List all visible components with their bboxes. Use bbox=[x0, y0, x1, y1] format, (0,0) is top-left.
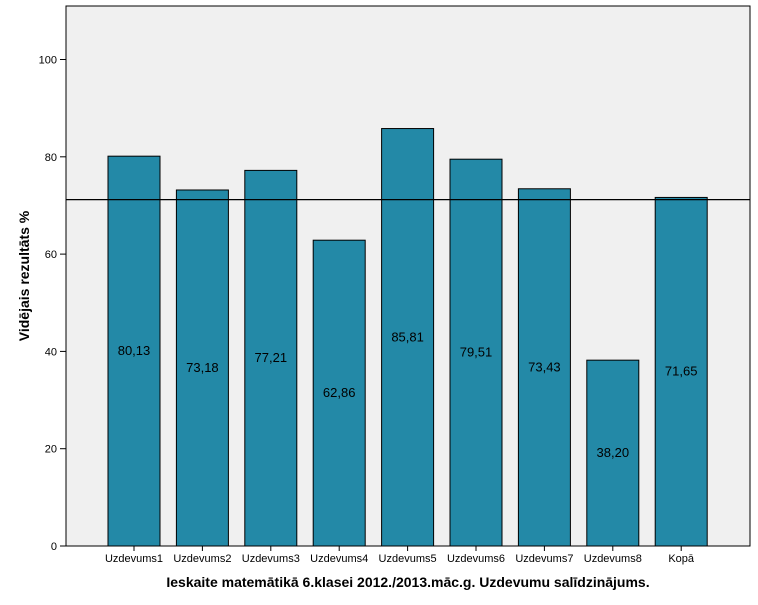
y-tick-label: 100 bbox=[39, 55, 57, 67]
bar bbox=[175, 189, 229, 547]
x-tick-label: Uzdevums6 bbox=[447, 553, 505, 565]
bar bbox=[312, 239, 366, 547]
x-tick-label: Uzdevums8 bbox=[584, 553, 642, 565]
bar-value-label: 77,21 bbox=[255, 350, 288, 365]
x-tick-label: Uzdevums3 bbox=[242, 553, 300, 565]
y-tick-label: 60 bbox=[45, 249, 57, 261]
y-axis: 0 20 40 60 80 100 bbox=[39, 55, 66, 553]
bar-value-label: 85,81 bbox=[391, 329, 424, 344]
bar bbox=[654, 196, 708, 547]
y-tick-label: 20 bbox=[45, 444, 57, 456]
x-tick-label: Uzdevums2 bbox=[173, 553, 231, 565]
bar bbox=[381, 128, 435, 547]
bar-value-label: 73,43 bbox=[528, 359, 561, 374]
y-tick-label: 80 bbox=[45, 152, 57, 164]
x-tick-label: Uzdevums5 bbox=[379, 553, 437, 565]
bar bbox=[586, 359, 640, 547]
bar-value-label: 80,13 bbox=[118, 343, 151, 358]
x-axis-title: Ieskaite matemātikā 6.klasei 2012./2013.… bbox=[166, 574, 649, 590]
bar-value-label: 71,65 bbox=[665, 364, 698, 379]
x-tick-label: Uzdevums7 bbox=[515, 553, 573, 565]
bars: 80,13 73,18 77,21 62,86 85,81 79,51 73,43 38,20… bbox=[107, 128, 708, 547]
y-tick-label: 40 bbox=[45, 346, 57, 358]
x-axis: Uzdevums1 Uzdevums2 Uzdevums3 Uzdevums4 Uzde… bbox=[105, 546, 695, 565]
x-tick-label: Uzdevums1 bbox=[105, 553, 163, 565]
bar bbox=[244, 169, 298, 547]
bar bbox=[107, 155, 161, 547]
y-axis-title: Vidējais rezultāts % bbox=[16, 210, 32, 341]
bar-value-label: 73,18 bbox=[186, 360, 219, 375]
bar-value-label: 79,51 bbox=[460, 345, 493, 360]
bar-value-label: 62,86 bbox=[323, 385, 356, 400]
bar-value-label: 38,20 bbox=[597, 445, 630, 460]
x-tick-label: Kopā bbox=[668, 553, 695, 565]
x-tick-label: Uzdevums4 bbox=[310, 553, 368, 565]
bar bbox=[449, 158, 503, 547]
y-tick-label: 0 bbox=[51, 541, 57, 553]
